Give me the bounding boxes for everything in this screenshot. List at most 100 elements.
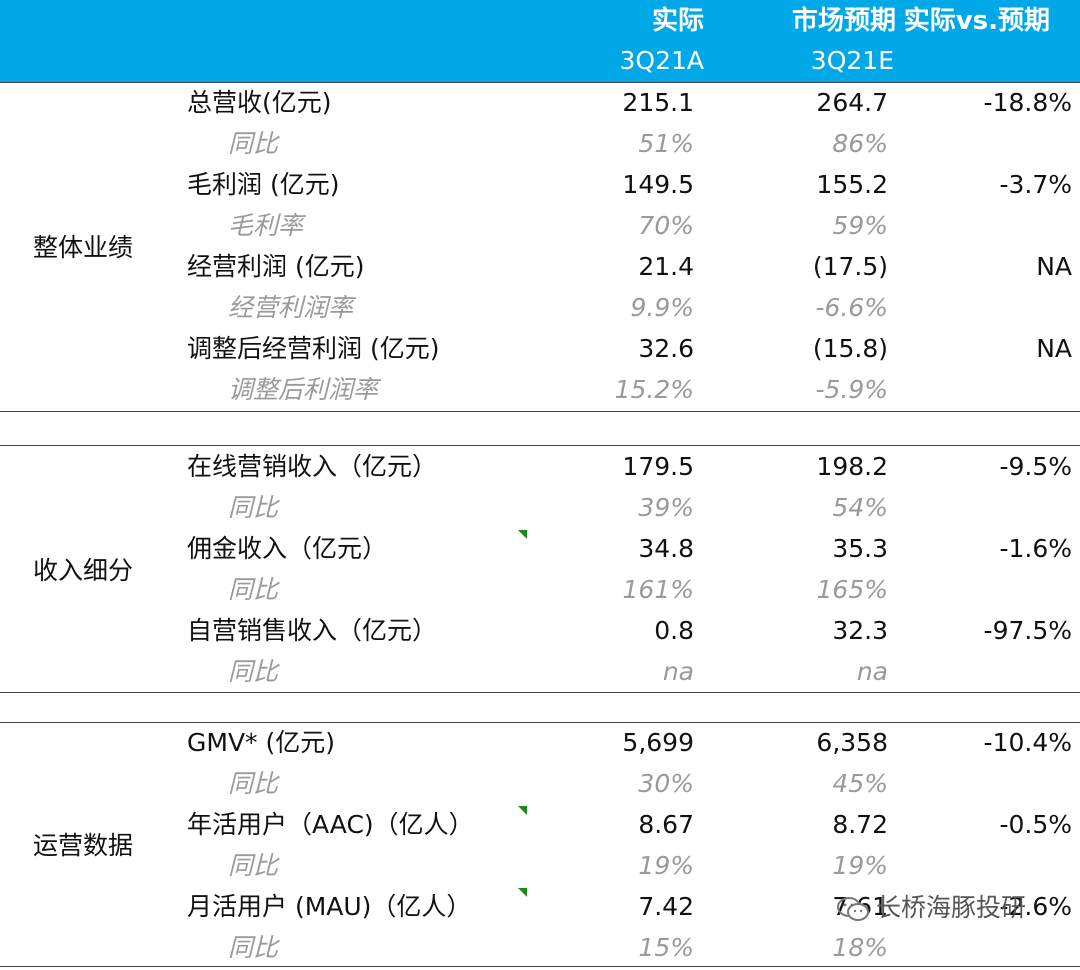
actual-value: 34.8 (638, 534, 694, 563)
expect-value: (15.8) (812, 334, 888, 363)
table-row: 同比 19% 19% (0, 847, 1080, 888)
row-label: 同比 (228, 933, 279, 962)
row-label: 调整后经营利润 (亿元) (187, 334, 440, 363)
section-title: 运营数据 (33, 831, 134, 860)
expect-column-title: 市场预期 (791, 6, 896, 36)
row-label: 毛利率 (228, 211, 304, 240)
expect-value: 198.2 (816, 452, 888, 481)
row-label: 总营收(亿元) (187, 88, 332, 117)
row-label: 同比 (228, 575, 279, 604)
expect-value: 59% (832, 211, 888, 240)
diff-value: NA (1036, 252, 1072, 281)
row-label: GMV* (亿元) (187, 728, 335, 757)
watermark-text: 长桥海豚投研 (876, 893, 1027, 922)
row-label: 自营销售收入（亿元） (187, 616, 438, 645)
expect-value: na (856, 657, 888, 686)
expect-value: (17.5) (812, 252, 888, 281)
table-row: 自营销售收入（亿元） 0.8 32.3 -97.5% (0, 612, 1080, 653)
diff-value: NA (1036, 334, 1072, 363)
actual-value: 7.42 (638, 892, 694, 921)
diff-value: -0.5% (999, 810, 1072, 839)
actual-value: 15% (638, 933, 694, 962)
actual-value: 51% (638, 129, 694, 158)
table-row: 同比 na na (0, 653, 1080, 694)
expect-value: 54% (832, 493, 888, 522)
actual-column-title: 实际 (651, 6, 704, 36)
actual-period: 3Q21A (619, 46, 705, 75)
actual-value: 30% (638, 769, 694, 798)
table-row: 年活用户（AAC)（亿人） 8.67 8.72 -0.5% (0, 806, 1080, 847)
expect-value: 86% (832, 129, 888, 158)
expect-value: -5.9% (815, 375, 888, 404)
diff-column-title: 实际vs.预期 (903, 6, 1050, 36)
row-label: 经营利润 (亿元) (187, 252, 365, 281)
expect-value: 6,358 (816, 728, 888, 757)
actual-value: 9.9% (630, 293, 694, 322)
section-overall: 整体业绩 (0, 82, 1080, 412)
actual-value: 0.8 (654, 616, 694, 645)
actual-value: 21.4 (638, 252, 694, 281)
row-label: 毛利润 (亿元) (187, 170, 340, 199)
actual-value: 149.5 (622, 170, 694, 199)
expect-value: 19% (832, 851, 888, 880)
table-row: 调整后经营利润 (亿元) 32.6 (15.8) NA (0, 330, 1080, 371)
table-row: 在线营销收入（亿元） 179.5 198.2 -9.5% (0, 448, 1080, 489)
actual-value: 8.67 (638, 810, 694, 839)
section-revenue-breakdown: 收入细分 (0, 445, 1080, 693)
table-row: 同比 161% 165% (0, 571, 1080, 612)
expect-value: 8.72 (832, 810, 888, 839)
diff-value: -9.5% (999, 452, 1072, 481)
row-label: 同比 (228, 657, 279, 686)
actual-value: 179.5 (622, 452, 694, 481)
actual-value: 215.1 (622, 88, 694, 117)
watermark: 长桥海豚投研 (836, 893, 1026, 923)
section-operating-data: 运营数据 (0, 722, 1080, 967)
section-title: 整体业绩 (33, 233, 134, 262)
expect-value: 18% (832, 933, 888, 962)
actual-value: 161% (622, 575, 694, 604)
wechat-icon (837, 897, 869, 921)
expect-period: 3Q21E (810, 46, 894, 75)
actual-value: na (662, 657, 694, 686)
row-label: 在线营销收入（亿元） (187, 452, 438, 481)
expect-value: 45% (832, 769, 888, 798)
table-row: 经营利润 (亿元) 21.4 (17.5) NA (0, 248, 1080, 289)
cell-comment-marker-icon (518, 888, 527, 897)
diff-value: -18.8% (983, 88, 1072, 117)
table-row: 同比 30% 45% (0, 765, 1080, 806)
cell-comment-marker-icon (518, 806, 527, 815)
row-label: 同比 (228, 129, 279, 158)
row-label: 年活用户（AAC)（亿人） (187, 810, 474, 839)
diff-value: -10.4% (983, 728, 1072, 757)
expect-value: 32.3 (832, 616, 888, 645)
row-label: 佣金收入（亿元） (187, 534, 388, 563)
actual-value: 15.2% (614, 375, 694, 404)
row-label: 同比 (228, 493, 279, 522)
diff-value: -3.7% (999, 170, 1072, 199)
table-row: 佣金收入（亿元） 34.8 35.3 -1.6% (0, 530, 1080, 571)
expect-value: 155.2 (816, 170, 888, 199)
table-row: 毛利率 70% 59% (0, 207, 1080, 248)
section-title: 收入细分 (33, 556, 134, 585)
table-row: 毛利润 (亿元) 149.5 155.2 -3.7% (0, 166, 1080, 207)
row-label: 调整后利润率 (228, 375, 379, 404)
row-label: 同比 (228, 851, 279, 880)
actual-value: 70% (638, 211, 694, 240)
actual-value: 32.6 (638, 334, 694, 363)
row-label: 同比 (228, 769, 279, 798)
table-row: 同比 39% 54% (0, 489, 1080, 530)
diff-value: -2.6% (999, 892, 1072, 921)
expect-value: 165% (816, 575, 888, 604)
row-label: 经营利润率 (228, 293, 354, 322)
table-header: 实际 3Q21A 市场预期 3Q21E 实际vs.预期 (0, 0, 1080, 82)
actual-value: 19% (638, 851, 694, 880)
table-row: 调整后利润率 15.2% -5.9% (0, 371, 1080, 412)
table-row: 总营收(亿元) 215.1 264.7 -18.8% (0, 84, 1080, 125)
table-row: 经营利润率 9.9% -6.6% (0, 289, 1080, 330)
expect-value: 35.3 (832, 534, 888, 563)
diff-value: -97.5% (983, 616, 1072, 645)
table-row: 同比 51% 86% (0, 125, 1080, 166)
cell-comment-marker-icon (518, 530, 527, 539)
actual-value: 5,699 (622, 728, 694, 757)
table-row: GMV* (亿元) 5,699 6,358 -10.4% (0, 724, 1080, 765)
